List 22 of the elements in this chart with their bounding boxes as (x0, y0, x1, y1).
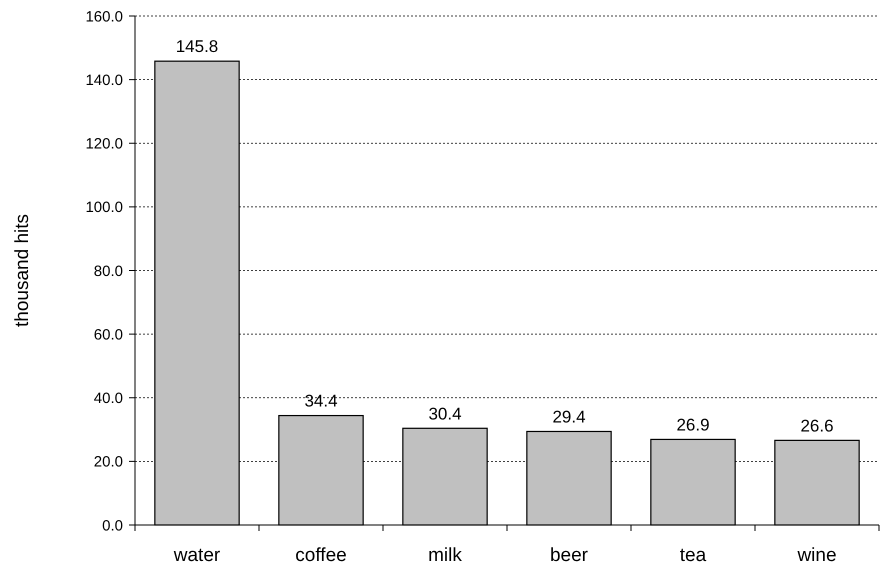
y-tick-label: 20.0 (94, 454, 123, 471)
data-label: 29.4 (552, 407, 586, 426)
y-axis-title: thousand hits (12, 214, 33, 328)
y-tick-label: 80.0 (94, 262, 123, 280)
x-tick-label: milk (428, 545, 462, 566)
y-tick-label: 160.0 (85, 8, 123, 26)
data-label: 145.8 (176, 37, 218, 56)
data-label: 26.9 (676, 415, 710, 434)
x-tick-label: water (172, 545, 221, 566)
y-tick-label: 140.0 (85, 72, 123, 89)
y-tick-label: 120.0 (85, 136, 123, 152)
x-tick-label: wine (796, 545, 837, 566)
y-tick-label: 60.0 (94, 326, 123, 344)
x-tick-label: tea (680, 545, 707, 566)
y-tick-label: 0.0 (102, 517, 123, 534)
y-tick-label: 100.0 (85, 199, 123, 216)
x-tick-label: coffee (295, 545, 347, 566)
data-label: 34.4 (304, 392, 338, 411)
data-label: 30.4 (428, 404, 462, 424)
data-label: 26.6 (800, 416, 834, 436)
x-tick-label: beer (550, 545, 589, 566)
y-tick-label: 40.0 (94, 390, 123, 407)
